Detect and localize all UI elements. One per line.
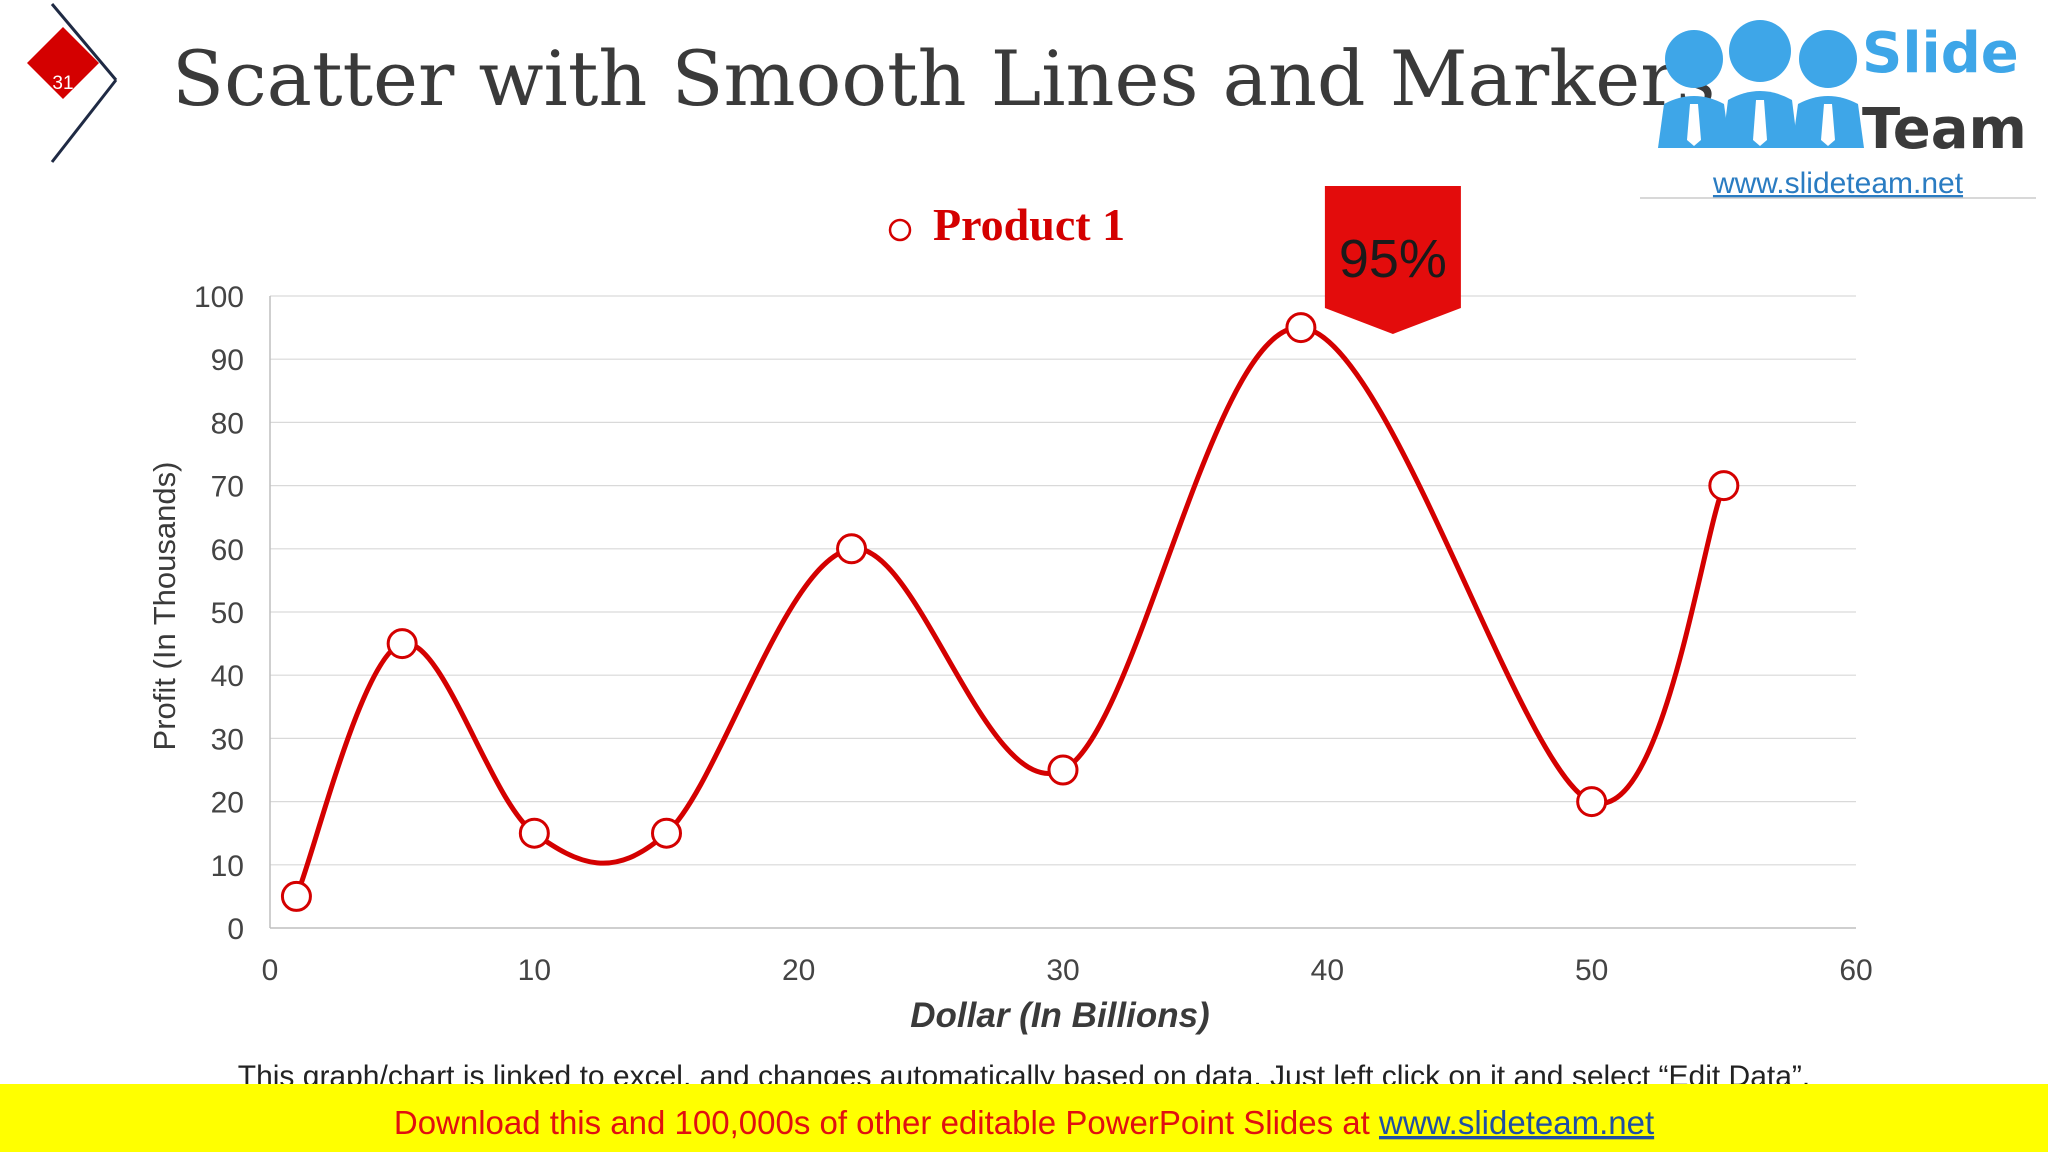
data-point-1-5 — [280, 880, 312, 912]
data-point-5-45 — [386, 628, 418, 660]
callout-banner — [1324, 186, 1461, 334]
x-tick-label-0: 0 — [262, 954, 279, 987]
footer-text: Download this and 100,000s of other edit… — [394, 1104, 1654, 1141]
tie-icon-2 — [1753, 100, 1767, 146]
series-line-product-1 — [294, 325, 1727, 898]
callout-label: 95% — [1339, 229, 1447, 289]
x-tick-label-20: 20 — [782, 954, 815, 987]
person-head-3 — [1799, 30, 1857, 88]
person-head-2 — [1729, 20, 1791, 82]
people-icon — [1658, 20, 1864, 148]
footer-link[interactable]: www.slideteam.net — [1378, 1104, 1654, 1141]
y-tick-label-10: 10 — [211, 850, 244, 883]
tie-icon-1 — [1687, 104, 1701, 146]
y-tick-label-90: 90 — [211, 344, 244, 377]
y-tick-label-50: 50 — [211, 597, 244, 630]
x-tick-label-40: 40 — [1311, 954, 1344, 987]
footer-bar — [0, 1084, 2048, 1152]
data-point-55-70 — [1708, 470, 1740, 502]
x-tick-label-30: 30 — [1046, 954, 1079, 987]
legend-marker-icon — [888, 218, 912, 242]
tie-icon-3 — [1821, 104, 1835, 146]
slideteam-logo[interactable]: Slide Team www.slideteam.net — [1640, 20, 2036, 200]
footer-promo-text: Download this and 100,000s of other edit… — [394, 1104, 1379, 1141]
scatter-chart[interactable]: 0 10 20 30 40 50 60 70 80 90 100 0 10 20 30 40 50 60 Dol… — [147, 281, 1873, 1035]
chart-gridlines — [270, 295, 1856, 929]
data-point-10-15 — [518, 817, 550, 849]
slide-title: Scatter with Smooth Lines and Markers — [172, 34, 1716, 123]
legend-label-product-1: Product 1 — [933, 199, 1125, 250]
y-tick-label-70: 70 — [211, 471, 244, 504]
x-tick-label-10: 10 — [518, 954, 551, 987]
x-axis-ticks: 0 10 20 30 40 50 60 — [262, 954, 1873, 987]
data-point-30-25 — [1047, 754, 1079, 786]
badge-diamond — [27, 27, 99, 99]
x-tick-label-50: 50 — [1575, 954, 1608, 987]
y-tick-label-0: 0 — [227, 913, 244, 946]
data-point-50-20 — [1576, 786, 1608, 818]
x-tick-label-60: 60 — [1839, 954, 1872, 987]
data-point-22-60 — [836, 533, 868, 565]
logo-url-link[interactable]: www.slideteam.net — [1712, 167, 1964, 200]
person-head-1 — [1665, 30, 1723, 88]
logo-word-slide: Slide — [1862, 21, 2019, 86]
slide-number: 31 — [52, 73, 73, 94]
series-markers-product-1 — [280, 312, 1740, 912]
y-tick-label-30: 30 — [211, 723, 244, 756]
peak-callout: 95% — [1324, 186, 1461, 334]
y-tick-label-100: 100 — [194, 281, 244, 314]
y-tick-label-80: 80 — [211, 407, 244, 440]
badge-line-lower — [50, 79, 118, 163]
data-point-15-15 — [651, 817, 682, 849]
badge-line-upper — [50, 3, 118, 81]
slide-number-badge: 31 — [27, 3, 118, 163]
y-tick-label-20: 20 — [211, 787, 244, 820]
chart-legend: Product 1 — [888, 199, 1125, 250]
y-axis-ticks: 0 10 20 30 40 50 60 70 80 90 100 — [194, 281, 244, 946]
data-point-39-95 — [1285, 312, 1317, 344]
y-tick-label-40: 40 — [211, 660, 244, 693]
y-tick-label-60: 60 — [211, 534, 244, 567]
y-axis-label: Profit (In Thousands) — [147, 462, 182, 751]
x-axis-label: Dollar (In Billions) — [910, 996, 1209, 1035]
logo-word-team: Team — [1862, 97, 2027, 162]
